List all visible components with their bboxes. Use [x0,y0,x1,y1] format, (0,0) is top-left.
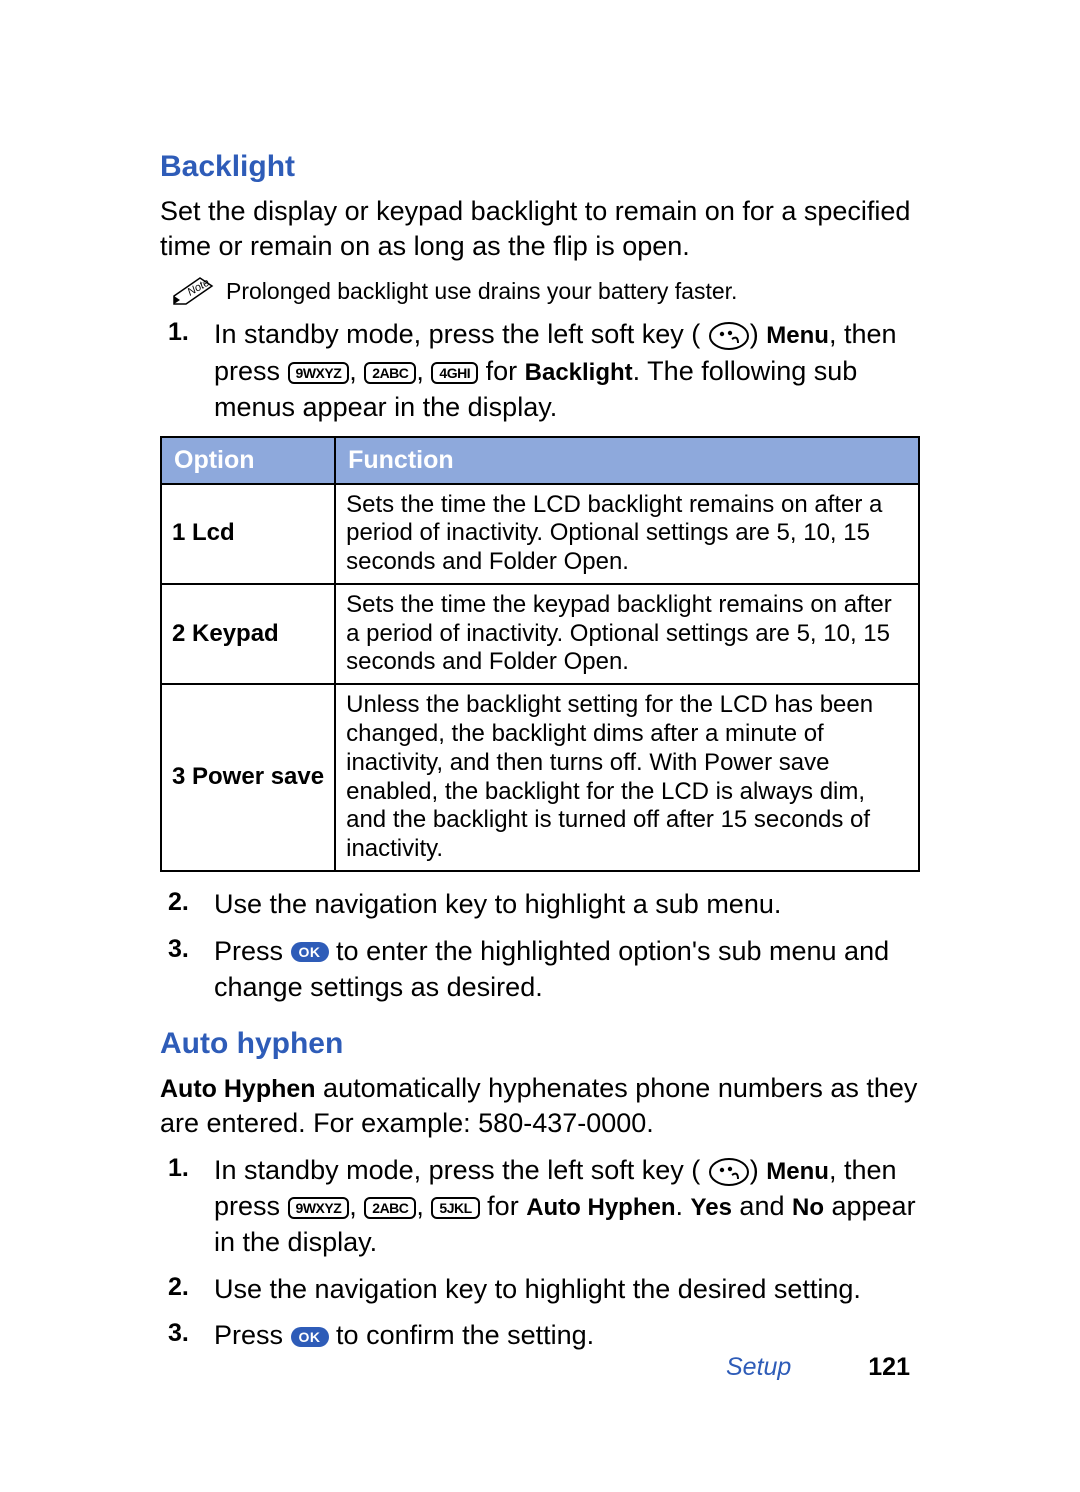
key-2-icon: 2ABC [364,1197,416,1219]
table-header-option: Option [161,437,335,484]
step-body: In standby mode, press the left soft key… [214,1152,920,1261]
menu-label: Menu [766,322,829,349]
menu-label: Menu [766,1158,829,1185]
table-row: 1 Lcd Sets the time the LCD backlight re… [161,484,919,584]
autohyphen-intro: Auto Hyphen automatically hyphenates pho… [160,1071,920,1141]
key-9-icon: 9WXYZ [288,1197,350,1219]
ok-key-icon: OK [291,942,329,962]
backlight-step-2: 2. Use the navigation key to highlight a… [168,886,920,922]
backlight-options-table: Option Function 1 Lcd Sets the time the … [160,436,920,873]
manual-page: Backlight Set the display or keypad back… [0,0,1080,1492]
key-2-icon: 2ABC [364,362,416,384]
step-body: Use the navigation key to highlight a su… [214,886,920,922]
step-body: Use the navigation key to highlight the … [214,1271,920,1307]
function-cell: Sets the time the LCD backlight remains … [335,484,919,584]
footer-section: Setup [726,1353,791,1381]
target-label: Auto Hyphen [526,1194,675,1221]
step-body: Press OK to confirm the setting. [214,1317,920,1353]
option-cell: 2 Keypad [161,584,335,684]
autohyphen-step-3: 3. Press OK to confirm the setting. [168,1317,920,1353]
no-label: No [792,1194,824,1221]
footer-page-number: 121 [868,1353,910,1381]
function-cell: Unless the backlight setting for the LCD… [335,684,919,871]
text: . [676,1191,691,1221]
yes-label: Yes [691,1194,732,1221]
backlight-step-3: 3. Press OK to enter the highlighted opt… [168,933,920,1006]
backlight-intro: Set the display or keypad backlight to r… [160,194,920,264]
text: for [486,356,525,386]
function-cell: Sets the time the keypad backlight remai… [335,584,919,684]
note-row: Note Prolonged backlight use drains your… [160,274,920,308]
key-5-icon: 5JKL [431,1197,479,1219]
text: to confirm the setting. [336,1320,594,1350]
option-cell: 3 Power save [161,684,335,871]
softkey-icon [708,1157,750,1187]
table-header-function: Function [335,437,919,484]
step-number: 3. [168,933,192,1006]
text: for [487,1191,526,1221]
step-number: 2. [168,886,192,922]
key-4-icon: 4GHI [431,362,478,384]
target-label: Backlight [525,359,633,386]
step-number: 1. [168,316,192,425]
autohyphen-step-2: 2. Use the navigation key to highlight t… [168,1271,920,1307]
table-row: 2 Keypad Sets the time the keypad backli… [161,584,919,684]
section-heading-autohyphen: Auto hyphen [160,1027,920,1061]
text: In standby mode, press the left soft key… [214,319,700,349]
note-text: Prolonged backlight use drains your batt… [226,278,737,305]
intro-bold: Auto Hyphen [160,1075,316,1103]
step-number: 1. [168,1152,192,1261]
text: Press [214,936,291,966]
table-row: 3 Power save Unless the backlight settin… [161,684,919,871]
option-cell: 1 Lcd [161,484,335,584]
step-body: In standby mode, press the left soft key… [214,316,920,425]
backlight-step-1: 1. In standby mode, press the left soft … [168,316,920,425]
section-heading-backlight: Backlight [160,150,920,184]
text: and [732,1191,792,1221]
step-number: 2. [168,1271,192,1307]
text: Press [214,1320,291,1350]
text: In standby mode, press the left soft key… [214,1155,700,1185]
ok-key-icon: OK [291,1327,329,1347]
step-number: 3. [168,1317,192,1353]
softkey-icon [708,321,750,351]
key-9-icon: 9WXYZ [288,362,350,384]
step-body: Press OK to enter the highlighted option… [214,933,920,1006]
autohyphen-step-1: 1. In standby mode, press the left soft … [168,1152,920,1261]
note-icon: Note [170,274,216,308]
page-footer: Setup 121 [726,1353,910,1382]
